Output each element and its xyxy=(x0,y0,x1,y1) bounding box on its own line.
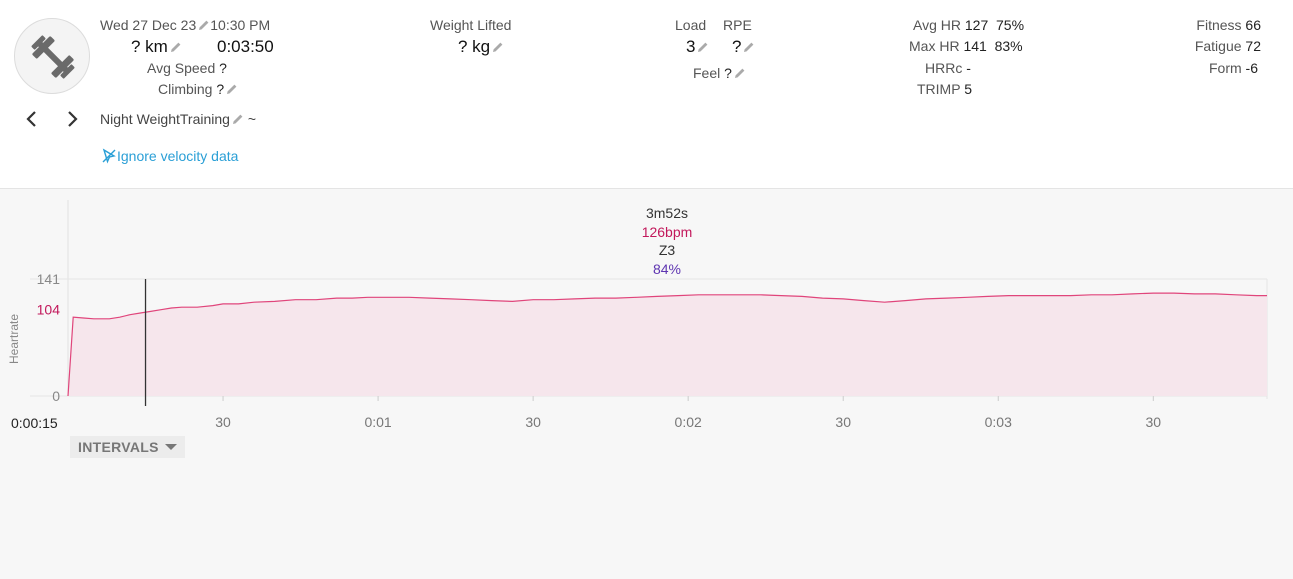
y-tick-label: 141 xyxy=(37,271,61,287)
avg-speed-value: ? xyxy=(219,60,227,76)
heartrate-area-fill xyxy=(68,293,1267,396)
feel-label: Feel xyxy=(693,65,721,81)
x-tick-label: 30 xyxy=(1146,414,1162,430)
chevron-left-icon xyxy=(26,111,36,127)
avg-speed-label: Avg Speed xyxy=(147,60,216,76)
fitness-value: 66 xyxy=(1245,17,1261,33)
duration-value: 0:03:50 xyxy=(217,37,274,56)
hrrc-label: HRRc xyxy=(925,60,963,76)
activity-date: Wed 27 Dec 23 xyxy=(100,17,197,33)
barbell-icon xyxy=(31,35,75,79)
tooltip-bpm: 126bpm xyxy=(641,223,693,240)
activity-type-badge xyxy=(14,18,90,94)
avg-hr-label: Avg HR xyxy=(913,17,961,33)
pencil-icon[interactable] xyxy=(232,113,244,125)
load-label: Load xyxy=(675,17,707,33)
activity-header: Wed 27 Dec 23 10:30 PM ? km 0:03:50 Avg S… xyxy=(0,0,1293,189)
pencil-icon[interactable] xyxy=(734,67,746,79)
tooltip-time: 3m52s xyxy=(645,205,689,221)
intervals-dropdown[interactable]: INTERVALS xyxy=(70,436,185,458)
heartrate-chart[interactable]: 0 104 141 Heartrate 30 0:01 30 0:02 30 0:03 30 0:00… xyxy=(0,196,1293,436)
fatigue-value: 72 xyxy=(1245,38,1261,54)
max-hr-pct: 83% xyxy=(994,38,1023,54)
tooltip-pct: 84% xyxy=(652,260,682,277)
weight-lifted-value: ? kg xyxy=(458,37,491,56)
max-hr-row: Max HR 141 83% xyxy=(909,38,1023,54)
pencil-icon[interactable] xyxy=(492,41,504,53)
ignore-velocity-label: Ignore velocity data xyxy=(117,148,239,164)
x-tick-label: 30 xyxy=(215,414,231,430)
activity-datetime[interactable]: Wed 27 Dec 23 10:30 PM xyxy=(100,17,270,33)
load-value: 3 xyxy=(686,37,696,56)
pencil-icon[interactable] xyxy=(697,41,709,53)
activity-time: 10:30 PM xyxy=(210,17,271,33)
distance-value: ? km xyxy=(131,37,168,56)
fatigue-row: Fatigue 72 xyxy=(1195,38,1261,54)
trimp-value: 5 xyxy=(964,81,972,97)
avg-speed-row: Avg Speed ? xyxy=(147,60,227,76)
previous-activity-button[interactable] xyxy=(21,108,43,130)
caret-down-icon xyxy=(164,444,177,450)
feel-value: ? xyxy=(724,65,732,81)
y-tick-label: 104 xyxy=(37,302,61,318)
y-tick-label: 0 xyxy=(52,388,60,404)
climbing-row[interactable]: Climbing ? xyxy=(158,81,238,97)
fitness-row: Fitness 66 xyxy=(1196,17,1261,33)
weight-lifted-label: Weight Lifted xyxy=(430,17,512,33)
avg-hr-pct: 75% xyxy=(996,17,1025,33)
pencil-icon[interactable] xyxy=(198,19,210,31)
feel-field[interactable]: Feel ? xyxy=(693,65,746,81)
max-hr-label: Max HR xyxy=(909,38,960,54)
y-axis-label: Heartrate xyxy=(7,314,21,364)
chart-tooltip: 3m52s 126bpm Z3 84% xyxy=(600,204,734,278)
intervals-label: INTERVALS xyxy=(78,439,159,455)
load-field[interactable]: 3 xyxy=(686,37,709,57)
pencil-icon[interactable] xyxy=(743,41,755,53)
trimp-row: TRIMP 5 xyxy=(917,81,972,97)
climbing-label: Climbing xyxy=(158,81,213,97)
trimp-label: TRIMP xyxy=(917,81,961,97)
rpe-value: ? xyxy=(732,37,742,56)
x-tick-label: 30 xyxy=(835,414,851,430)
rpe-field[interactable]: ? xyxy=(732,37,755,57)
tooltip-zone: Z3 xyxy=(658,242,676,258)
distance-field[interactable]: ? km xyxy=(131,37,182,57)
heartrate-chart-svg[interactable]: 0 104 141 Heartrate 30 0:01 30 0:02 30 0:03 30 0:00… xyxy=(0,196,1293,436)
form-row: Form -6 xyxy=(1209,60,1258,76)
climbing-value: ? xyxy=(216,81,225,97)
x-tick-label: 30 xyxy=(525,414,541,430)
hrrc-value: - xyxy=(966,60,971,76)
ignore-velocity-link[interactable]: Ignore velocity data xyxy=(101,148,238,164)
avg-hr-row: Avg HR 127 75% xyxy=(913,17,1024,33)
activity-name-suffix: ~ xyxy=(247,111,257,127)
x-tick-label: 0:02 xyxy=(675,414,702,430)
activity-name-text: Night WeightTraining xyxy=(100,111,230,127)
cursor-time-label: 0:00:15 xyxy=(11,415,58,431)
fitness-label: Fitness xyxy=(1196,17,1242,33)
heartrate-series-line xyxy=(67,292,1267,397)
avg-hr-value: 127 xyxy=(964,17,989,33)
cursor-off-icon xyxy=(102,148,116,164)
rpe-label: RPE xyxy=(723,17,752,33)
pencil-icon[interactable] xyxy=(170,41,182,53)
fatigue-label: Fatigue xyxy=(1194,38,1242,54)
chevron-right-icon xyxy=(68,111,78,127)
weight-lifted-field[interactable]: ? kg xyxy=(458,37,504,57)
form-value: -6 xyxy=(1245,60,1258,76)
x-tick-label: 0:01 xyxy=(364,414,391,430)
form-label: Form xyxy=(1208,60,1242,76)
next-activity-button[interactable] xyxy=(61,108,83,130)
x-tick-label: 0:03 xyxy=(985,414,1012,430)
pencil-icon[interactable] xyxy=(226,83,238,95)
max-hr-value: 141 xyxy=(963,38,987,54)
activity-name[interactable]: Night WeightTraining ~ xyxy=(100,111,256,127)
hrrc-row: HRRc - xyxy=(925,60,971,76)
